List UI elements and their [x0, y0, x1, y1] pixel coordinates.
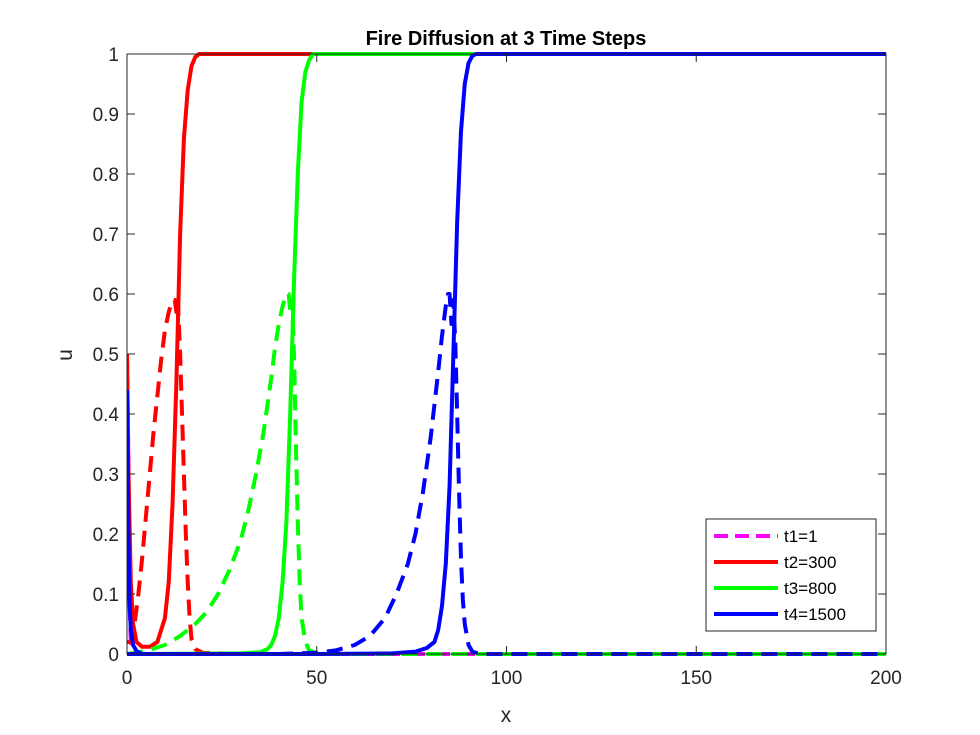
- y-tick-label: 0: [108, 645, 119, 666]
- y-tick-label: 0.8: [93, 165, 119, 186]
- y-axis-label: u: [54, 349, 77, 361]
- legend-entry-label: t4=1500: [784, 605, 846, 624]
- series-line-3: [127, 298, 317, 656]
- y-tick-label: 0.2: [93, 525, 119, 546]
- y-tick-label: 0.9: [93, 105, 119, 126]
- x-tick-label: 200: [870, 668, 902, 689]
- x-axis-label: x: [501, 704, 512, 727]
- chart-title: Fire Diffusion at 3 Time Steps: [366, 28, 647, 50]
- series-line-7: [127, 292, 886, 656]
- y-tick-label: 0.1: [93, 585, 119, 606]
- axes: [126, 53, 887, 655]
- y-tick-label: 0.4: [93, 405, 120, 426]
- x-tick-label: 100: [491, 668, 523, 689]
- legend-entry-label: t2=300: [784, 553, 836, 572]
- y-tick-label: 0.5: [93, 345, 119, 366]
- legend-entry-label: t1=1: [784, 527, 818, 546]
- x-tick-label: 150: [680, 668, 712, 689]
- y-tick-label: 1: [108, 45, 119, 66]
- tick-labels: 0 50 100 150 200 0 0.1 0.2 0.3 0.4 0.5 0.6 0.7 0.8 0.9…: [93, 45, 902, 689]
- y-tick-label: 0.6: [93, 285, 119, 306]
- x-tick-label: 50: [306, 668, 327, 689]
- x-tick-label: 0: [122, 668, 133, 689]
- legend-entry-label: t3=800: [784, 579, 836, 598]
- y-tick-label: 0.7: [93, 225, 119, 246]
- y-tick-label: 0.3: [93, 465, 119, 486]
- legend: t1=1 t2=300 t3=800 t4=1500: [705, 518, 877, 632]
- series-line-6: [127, 52, 886, 656]
- series-line-5: [127, 292, 886, 656]
